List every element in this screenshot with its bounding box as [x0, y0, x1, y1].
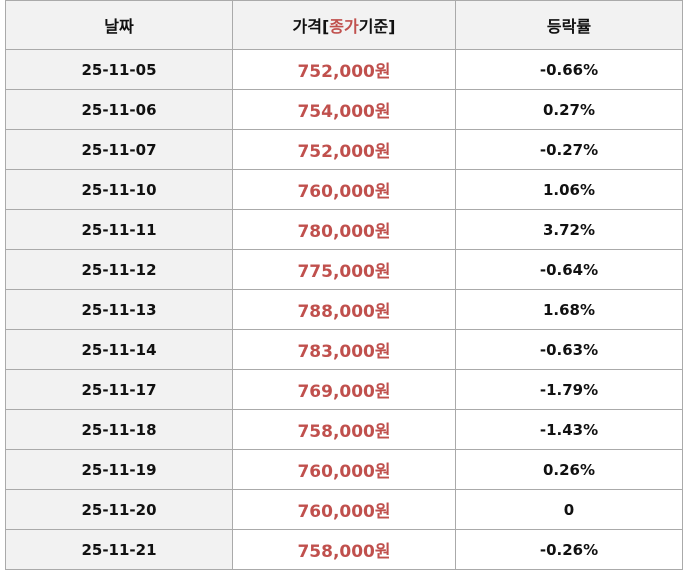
price-cell: 760,000원	[232, 169, 456, 210]
price-cell: 752,000원	[232, 129, 456, 170]
price-cell: 752,000원	[232, 49, 456, 90]
price-table: 날짜 가격[종가기준] 등락률 25-11-05 752,000원 -0.66% 25…	[5, 0, 683, 570]
header-text: 가격[	[292, 17, 330, 36]
date-cell: 25-11-06	[5, 89, 233, 130]
price-cell: 775,000원	[232, 249, 456, 290]
header-cell: 등락률	[455, 0, 683, 50]
header-highlight: 종가	[329, 17, 359, 36]
table-row: 25-11-20 760,000원 0	[5, 489, 683, 530]
date-cell: 25-11-12	[5, 249, 233, 290]
header-cell: 날짜	[5, 0, 233, 50]
table-body: 25-11-05 752,000원 -0.66% 25-11-06 754,000원 0.…	[5, 49, 683, 570]
price-cell: 783,000원	[232, 329, 456, 370]
table-row: 25-11-11 780,000원 3.72%	[5, 209, 683, 250]
price-cell: 760,000원	[232, 489, 456, 530]
change-cell: -0.64%	[455, 249, 683, 290]
date-cell: 25-11-05	[5, 49, 233, 90]
date-cell: 25-11-07	[5, 129, 233, 170]
change-cell: -0.66%	[455, 49, 683, 90]
table-row: 25-11-13 788,000원 1.68%	[5, 289, 683, 330]
date-cell: 25-11-11	[5, 209, 233, 250]
price-cell: 769,000원	[232, 369, 456, 410]
change-cell: -0.27%	[455, 129, 683, 170]
change-cell: -1.43%	[455, 409, 683, 450]
date-cell: 25-11-19	[5, 449, 233, 490]
change-cell: -0.63%	[455, 329, 683, 370]
date-cell: 25-11-18	[5, 409, 233, 450]
change-cell: 0	[455, 489, 683, 530]
change-cell: -1.79%	[455, 369, 683, 410]
header-cell: 가격[종가기준]	[232, 0, 456, 50]
price-cell: 758,000원	[232, 529, 456, 570]
table-row: 25-11-07 752,000원 -0.27%	[5, 129, 683, 170]
change-cell: -0.26%	[455, 529, 683, 570]
table-row: 25-11-06 754,000원 0.27%	[5, 89, 683, 130]
table-row: 25-11-10 760,000원 1.06%	[5, 169, 683, 210]
table-row: 25-11-18 758,000원 -1.43%	[5, 409, 683, 450]
change-cell: 3.72%	[455, 209, 683, 250]
price-cell: 758,000원	[232, 409, 456, 450]
price-cell: 760,000원	[232, 449, 456, 490]
change-cell: 0.26%	[455, 449, 683, 490]
date-cell: 25-11-20	[5, 489, 233, 530]
table-row: 25-11-21 758,000원 -0.26%	[5, 529, 683, 570]
date-cell: 25-11-17	[5, 369, 233, 410]
change-cell: 1.68%	[455, 289, 683, 330]
price-cell: 780,000원	[232, 209, 456, 250]
date-cell: 25-11-14	[5, 329, 233, 370]
table-row: 25-11-17 769,000원 -1.79%	[5, 369, 683, 410]
change-cell: 0.27%	[455, 89, 683, 130]
date-cell: 25-11-10	[5, 169, 233, 210]
header-row: 날짜 가격[종가기준] 등락률	[5, 0, 683, 50]
change-cell: 1.06%	[455, 169, 683, 210]
table-row: 25-11-14 783,000원 -0.63%	[5, 329, 683, 370]
table-row: 25-11-12 775,000원 -0.64%	[5, 249, 683, 290]
price-cell: 754,000원	[232, 89, 456, 130]
date-cell: 25-11-13	[5, 289, 233, 330]
table-row: 25-11-19 760,000원 0.26%	[5, 449, 683, 490]
price-cell: 788,000원	[232, 289, 456, 330]
table-row: 25-11-05 752,000원 -0.66%	[5, 49, 683, 90]
date-cell: 25-11-21	[5, 529, 233, 570]
header-text: 기준]	[358, 17, 396, 36]
